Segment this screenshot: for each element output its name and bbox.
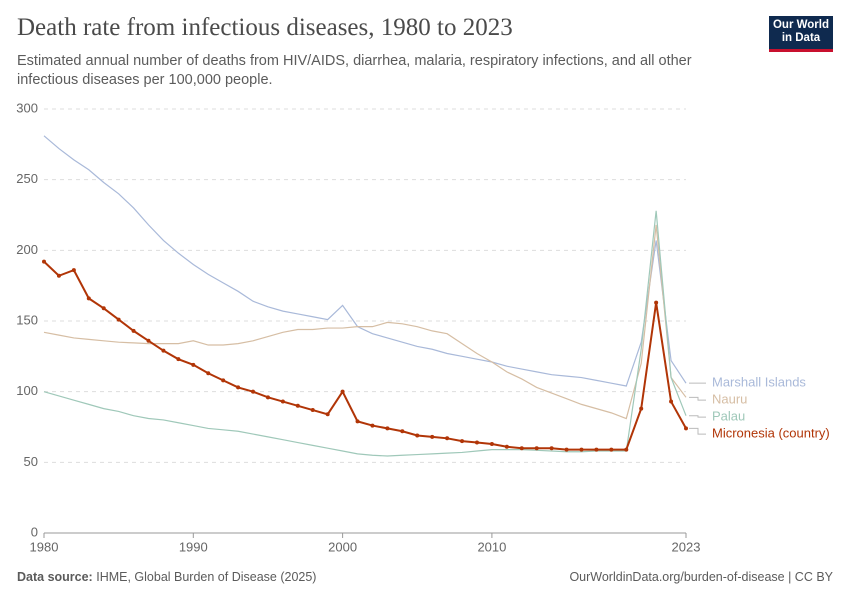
marker (161, 348, 166, 353)
marker (146, 338, 151, 343)
marker (415, 433, 420, 438)
marker (519, 446, 524, 451)
y-tick-label: 0 (31, 524, 38, 539)
marker (355, 419, 360, 424)
marker (385, 426, 390, 431)
logo-text: in Data (781, 32, 821, 44)
y-tick-label: 50 (24, 454, 38, 469)
marker (400, 429, 405, 434)
legend-connector (689, 396, 706, 401)
marker (504, 444, 509, 449)
x-tick-label: 1980 (30, 539, 59, 554)
marker (340, 389, 345, 394)
chart-title: Death rate from infectious diseases, 198… (17, 14, 513, 41)
line (43, 210, 687, 457)
marker (295, 403, 300, 408)
marker (86, 296, 91, 301)
y-tick-label: 100 (16, 383, 38, 398)
marker (221, 378, 226, 383)
marker (131, 328, 136, 333)
marker (265, 395, 270, 400)
marker (460, 439, 465, 444)
line (43, 260, 687, 451)
source-label: Data source: (17, 570, 93, 584)
marker (445, 436, 450, 441)
marker (594, 447, 599, 452)
legend-connector (689, 427, 706, 435)
marker (684, 426, 688, 431)
marker (609, 447, 614, 452)
marker (56, 273, 61, 278)
marker (325, 412, 330, 417)
marker (101, 306, 106, 311)
credit[interactable]: OurWorldinData.org/burden-of-disease | C… (569, 570, 833, 584)
marker (280, 399, 285, 404)
marker (176, 357, 181, 362)
y-tick-label: 150 (16, 312, 38, 327)
marker (71, 268, 76, 273)
legend-label: Palau (712, 409, 745, 424)
logo-text: Our World (772, 19, 829, 31)
marker (654, 300, 659, 305)
x-tick-label: 2010 (477, 539, 506, 554)
y-tick-label: 300 (16, 100, 38, 115)
source: Data source: IHME, Global Burden of Dise… (17, 570, 316, 584)
line (43, 135, 687, 387)
line (43, 224, 687, 420)
x-tick-label: 1990 (179, 539, 208, 554)
marker (42, 259, 46, 264)
source-text: IHME, Global Burden of Disease (2025) (96, 570, 317, 584)
legend-label: Nauru (712, 392, 747, 407)
logo[interactable]: Our World in Data (769, 16, 833, 52)
marker (206, 371, 211, 376)
x-tick-label: 2023 (672, 539, 701, 554)
marker (116, 317, 121, 322)
y-tick-label: 250 (16, 171, 38, 186)
y-tick-label: 200 (16, 242, 38, 257)
marker (236, 385, 241, 390)
marker (489, 441, 494, 446)
x-tick-label: 2000 (328, 539, 357, 554)
marker (669, 399, 674, 404)
legend-label: Marshall Islands (712, 375, 806, 390)
marker (370, 423, 375, 428)
marker (310, 408, 315, 413)
marker (474, 440, 479, 445)
marker (251, 389, 256, 394)
marker (191, 362, 196, 367)
legend-connector (689, 415, 706, 418)
marker (639, 406, 644, 411)
marker (624, 447, 629, 452)
marker (549, 446, 554, 451)
marker (534, 446, 539, 451)
chart-subtitle: Estimated annual number of deaths from H… (17, 53, 692, 88)
marker (579, 447, 584, 452)
chart: 0 50 100 150 200 250 300 1980 1990 2000 2010 2023 Ma… (16, 100, 830, 554)
marker (564, 447, 569, 452)
marker (430, 434, 435, 439)
legend-label: Micronesia (country) (712, 426, 830, 441)
